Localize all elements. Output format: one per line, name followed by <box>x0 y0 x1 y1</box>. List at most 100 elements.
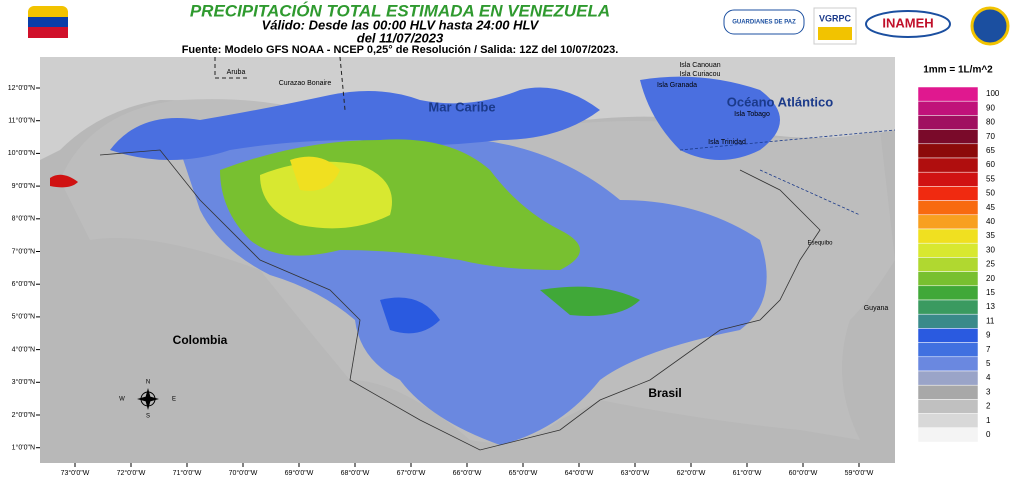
legend-swatch <box>917 143 979 159</box>
lat-tick-label: 2°0'0"N <box>12 411 35 419</box>
legend-label: 1 <box>986 416 991 425</box>
legend-swatch <box>917 115 979 130</box>
lon-tick-label: 62°0'0"W <box>677 469 706 477</box>
lon-tick-label: 61°0'0"W <box>733 469 762 477</box>
legend-label: 30 <box>986 245 995 254</box>
legend-label: 2 <box>986 402 991 411</box>
legend-label: 65 <box>986 146 995 155</box>
legend-label: 80 <box>986 118 995 127</box>
place-label: Isla Tobago <box>734 111 770 118</box>
valid: Válido: Desde las 00:00 HLV hasta 24:00 … <box>262 17 540 32</box>
lat-tick-label: 4°0'0"N <box>12 345 35 353</box>
legend-label: 11 <box>986 316 995 325</box>
rain-area <box>260 161 392 229</box>
lon-tick-label: 63°0'0"W <box>621 469 650 477</box>
source: Fuente: Modelo GFS NOAA - NCEP 0,25° de … <box>182 44 619 56</box>
logo <box>723 9 805 35</box>
logo-text: VGRPC <box>819 13 852 23</box>
compass-star <box>137 388 159 410</box>
legend-swatch <box>917 100 979 116</box>
rain-area <box>540 286 640 316</box>
legend-swatch <box>917 214 979 230</box>
compass-label: W <box>119 397 125 403</box>
compass-label: N <box>146 380 150 386</box>
place-label: Guyana <box>864 305 889 312</box>
place-label: Isla Trinidad <box>708 139 746 146</box>
logo <box>865 10 951 38</box>
rain-area <box>50 174 78 188</box>
legend-swatch <box>917 200 979 216</box>
legend-swatch <box>917 285 979 301</box>
legend-label: 0 <box>986 430 991 439</box>
place-label: Isla Canouan <box>679 62 720 69</box>
date: del 11/07/2023 <box>357 30 444 45</box>
place-label: Aruba <box>227 69 246 76</box>
legend-label: 45 <box>986 203 995 212</box>
compass-label: S <box>146 414 150 420</box>
lon-tick-label: 68°0'0"W <box>341 469 370 477</box>
legend-label: 90 <box>986 103 995 112</box>
flag-stripe <box>28 17 68 27</box>
lon-tick-label: 59°0'0"W <box>845 469 874 477</box>
legend-label: 50 <box>986 189 995 198</box>
maritime-limit <box>679 129 896 216</box>
legend-swatch <box>917 86 979 102</box>
legend-label: 9 <box>986 331 991 340</box>
legend-label: 4 <box>986 373 991 382</box>
legend-label: 15 <box>986 288 995 297</box>
legend-swatch <box>917 384 979 400</box>
lon-tick-label: 65°0'0"W <box>509 469 538 477</box>
legend-swatch <box>917 413 979 429</box>
lat-tick-label: 5°0'0"N <box>12 313 35 321</box>
lat-tick-label: 1°0'0"N <box>12 444 35 452</box>
rain-area <box>110 87 600 160</box>
lon-tick-label: 69°0'0"W <box>285 469 314 477</box>
place-label: Esequibo <box>807 241 833 247</box>
logo-band <box>818 27 852 40</box>
legend-swatch <box>917 257 979 272</box>
lat-tick-label: 9°0'0"N <box>12 182 35 190</box>
legend-label: 20 <box>986 274 995 283</box>
map: Mar Caribe Océano Atlántico Colombia Bra… <box>40 56 896 463</box>
border <box>99 149 821 451</box>
legend-swatch <box>917 399 979 414</box>
legend-swatch <box>917 271 979 287</box>
legend-swatch <box>917 313 979 329</box>
place-label: Isla Curiacou <box>680 71 721 78</box>
legend-swatch <box>917 356 979 372</box>
legend-swatch <box>917 129 979 145</box>
lat-tick-label: 8°0'0"N <box>12 215 35 223</box>
place-label: Océano Atlántico <box>727 94 833 109</box>
place-label: Isla Granada <box>657 82 697 89</box>
legend-unit: 1mm = 1L/m^2 <box>923 65 993 76</box>
lat-tick-label: 6°0'0"N <box>12 280 35 288</box>
logo-text: INAMEH <box>882 15 933 30</box>
lon-tick-label: 70°0'0"W <box>229 469 258 477</box>
place-label: Brasil <box>648 386 681 400</box>
place-label: Mar Caribe <box>428 99 495 114</box>
legend-label: 40 <box>986 217 995 226</box>
lon-tick-label: 73°0'0"W <box>61 469 90 477</box>
legend-swatch <box>917 370 979 386</box>
legend-label: 3 <box>986 387 991 396</box>
lat-tick-label: 10°0'0"N <box>8 149 35 157</box>
lon-tick-label: 60°0'0"W <box>789 469 818 477</box>
legend-swatch <box>917 171 979 187</box>
legend-label: 35 <box>986 231 995 240</box>
legend-swatch <box>917 427 979 443</box>
legend-swatch <box>917 228 979 244</box>
legend-label: 5 <box>986 359 991 368</box>
legend-swatch <box>917 242 979 258</box>
logo-text: GUARDIANES DE PAZ <box>732 20 796 26</box>
legend-swatch <box>917 328 979 343</box>
rain-area <box>380 297 440 334</box>
lon-tick-label: 72°0'0"W <box>117 469 146 477</box>
legend-swatch <box>917 299 979 315</box>
lat-tick-label: 3°0'0"N <box>12 378 35 386</box>
rain-area <box>290 156 340 191</box>
legend-swatch <box>917 342 979 358</box>
legend-label: 100 <box>986 89 1000 98</box>
legend-label: 13 <box>986 302 995 311</box>
lon-tick-label: 64°0'0"W <box>565 469 594 477</box>
